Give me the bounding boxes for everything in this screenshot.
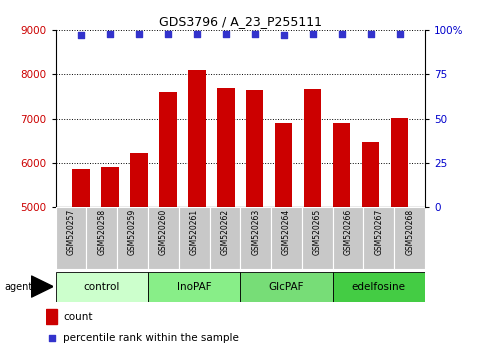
Bar — [217, 88, 235, 354]
Text: GSM520262: GSM520262 — [220, 209, 229, 255]
Bar — [148, 207, 179, 269]
Bar — [333, 207, 364, 269]
Bar — [394, 207, 425, 269]
Point — [48, 336, 56, 341]
Bar — [271, 207, 302, 269]
Text: GSM520260: GSM520260 — [159, 209, 168, 255]
Bar — [302, 207, 333, 269]
Bar — [304, 88, 321, 354]
Bar — [246, 90, 263, 354]
Polygon shape — [31, 276, 53, 297]
Bar — [86, 207, 117, 269]
Text: GSM520264: GSM520264 — [282, 209, 291, 255]
Bar — [72, 170, 90, 354]
Point — [367, 31, 374, 36]
Point — [338, 31, 345, 36]
Point — [222, 31, 230, 36]
Text: percentile rank within the sample: percentile rank within the sample — [63, 333, 239, 343]
Bar — [148, 272, 241, 302]
Bar — [391, 118, 408, 354]
Bar — [179, 207, 210, 269]
Title: GDS3796 / A_23_P255111: GDS3796 / A_23_P255111 — [159, 15, 322, 28]
Bar — [46, 309, 57, 324]
Bar — [159, 92, 177, 354]
Text: GlcPAF: GlcPAF — [269, 281, 304, 292]
Bar — [333, 272, 425, 302]
Bar — [275, 123, 292, 354]
Bar — [130, 153, 148, 354]
Text: count: count — [63, 312, 92, 322]
Point — [251, 31, 258, 36]
Point — [309, 31, 316, 36]
Point — [106, 31, 114, 36]
Bar — [333, 123, 350, 354]
Text: GSM520258: GSM520258 — [97, 209, 106, 255]
Text: GSM520257: GSM520257 — [67, 209, 75, 255]
Point — [164, 31, 172, 36]
Text: agent: agent — [5, 281, 33, 292]
Bar — [117, 207, 148, 269]
Point — [396, 31, 403, 36]
Text: InoPAF: InoPAF — [177, 281, 212, 292]
Text: GSM520266: GSM520266 — [343, 209, 353, 255]
Bar — [101, 167, 119, 354]
Text: GSM520259: GSM520259 — [128, 209, 137, 255]
Point — [77, 33, 85, 38]
Text: GSM520265: GSM520265 — [313, 209, 322, 255]
Text: GSM520261: GSM520261 — [190, 209, 199, 255]
Bar — [241, 272, 333, 302]
Bar — [362, 142, 379, 354]
Text: control: control — [84, 281, 120, 292]
Text: edelfosine: edelfosine — [352, 281, 406, 292]
Bar — [364, 207, 394, 269]
Bar — [188, 70, 206, 354]
Text: GSM520267: GSM520267 — [374, 209, 384, 255]
Bar — [210, 207, 240, 269]
Bar — [241, 207, 271, 269]
Point — [280, 33, 287, 38]
Bar — [56, 207, 86, 269]
Bar — [56, 272, 148, 302]
Text: GSM520263: GSM520263 — [251, 209, 260, 255]
Point — [193, 31, 201, 36]
Point — [135, 31, 143, 36]
Text: GSM520268: GSM520268 — [405, 209, 414, 255]
